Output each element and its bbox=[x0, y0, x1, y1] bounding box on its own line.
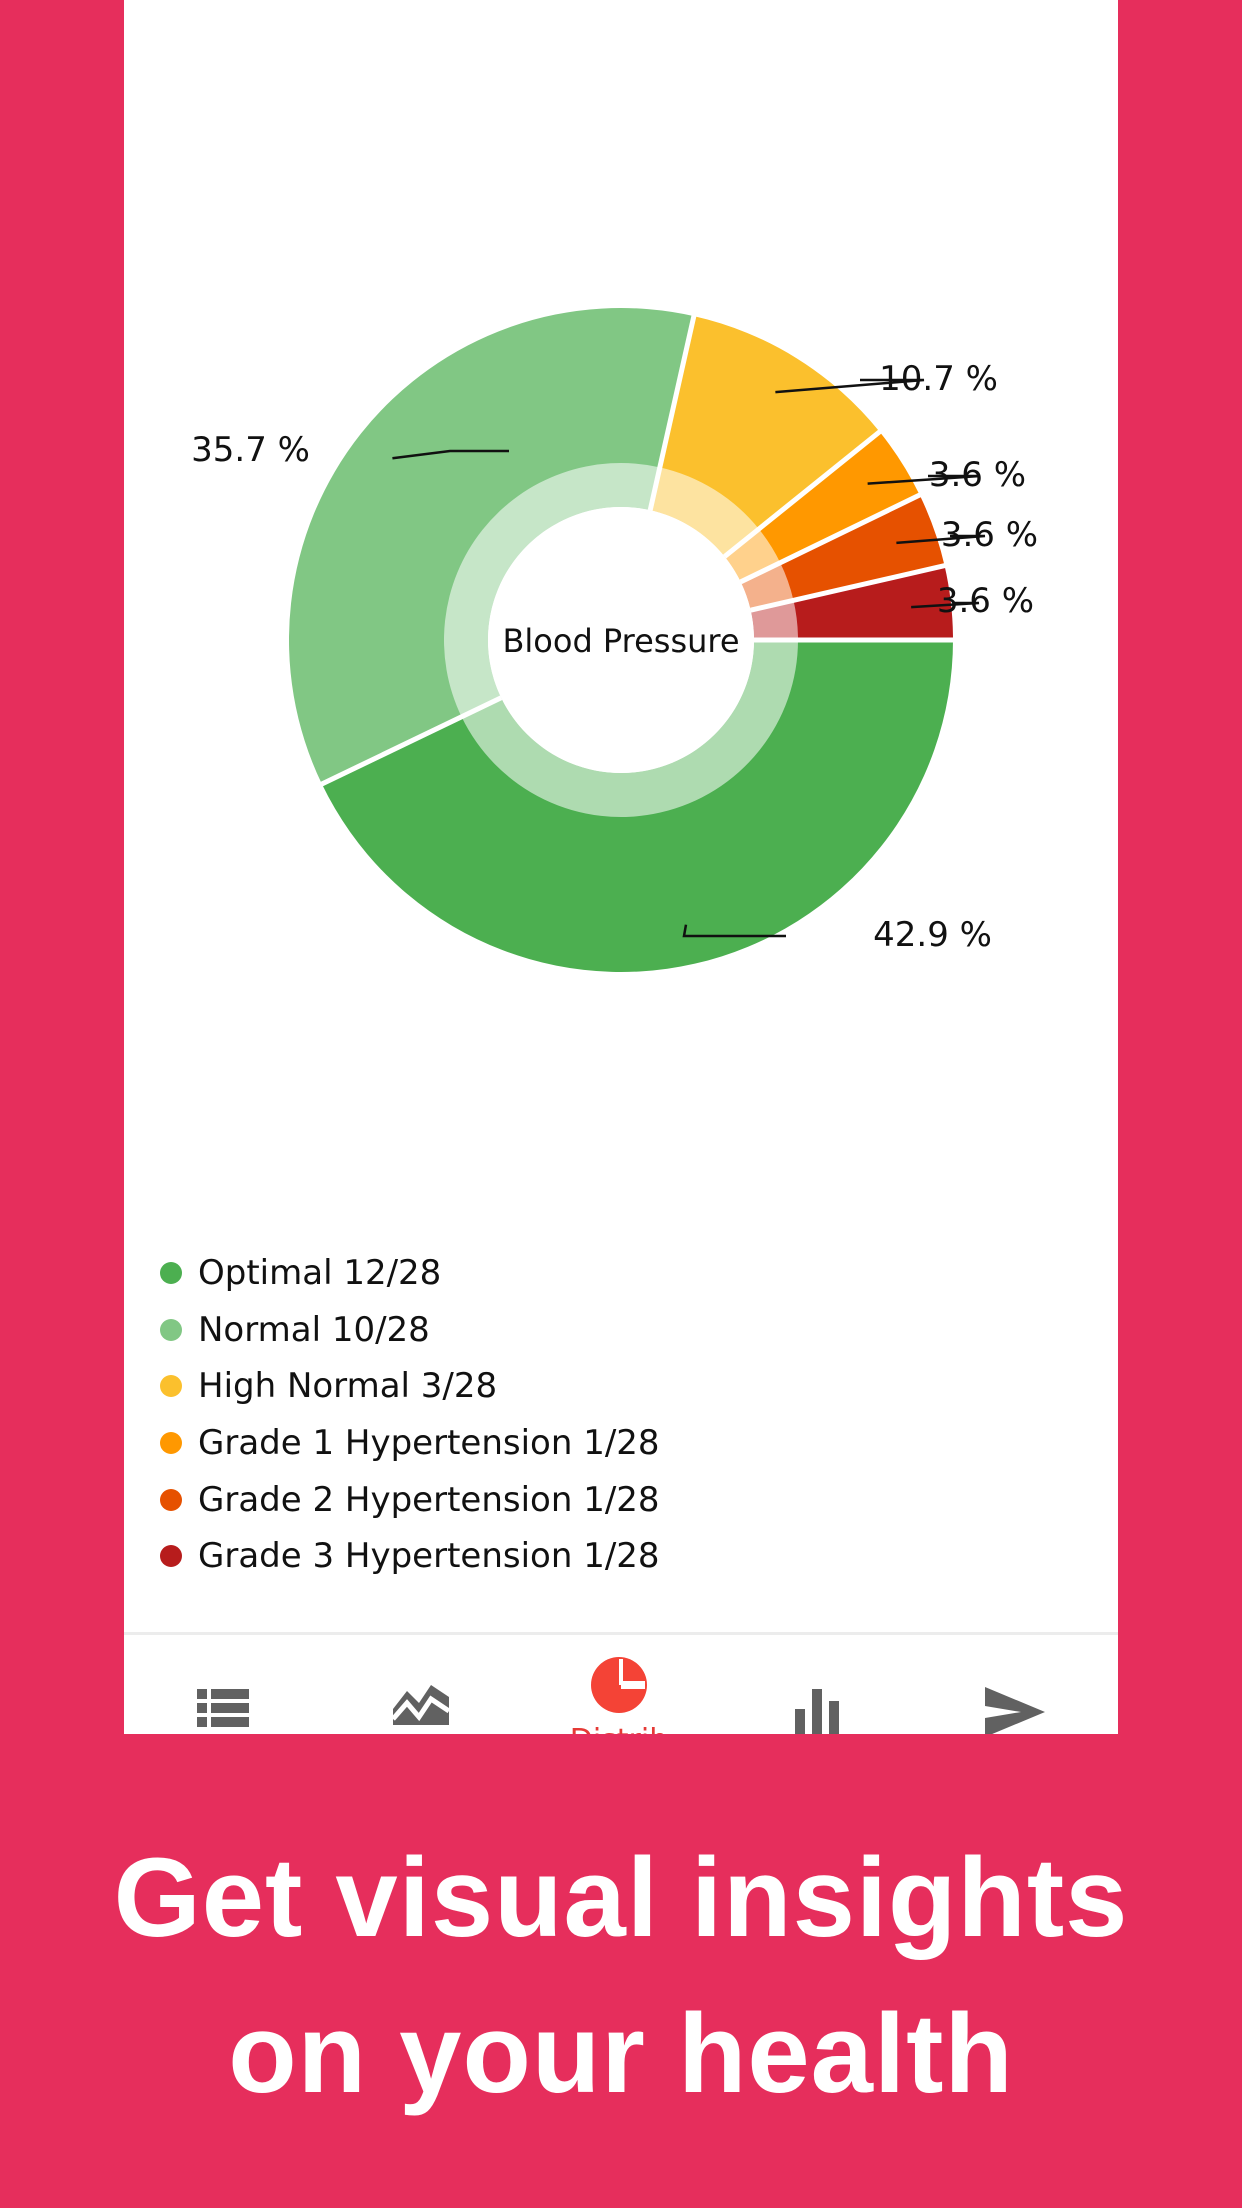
legend-label: Grade 1 Hypertension 1/28 bbox=[198, 1423, 660, 1464]
callout-leader-line bbox=[911, 601, 980, 609]
legend-item: Optimal 12/28 bbox=[160, 1245, 660, 1302]
promo-headline: Get visual insights on your health bbox=[0, 1820, 1242, 2132]
pie-slice-inner-ring bbox=[750, 600, 799, 640]
callout-leader-line bbox=[682, 924, 786, 938]
pie-slice-inner-ring bbox=[460, 640, 799, 819]
list-icon bbox=[197, 1689, 249, 1727]
send-icon bbox=[985, 1687, 1045, 1734]
pie-slice-inner-ring bbox=[650, 466, 760, 557]
pie-slice-optimal[interactable] bbox=[321, 640, 953, 972]
legend-color-dot bbox=[160, 1432, 182, 1455]
legend-item: Grade 1 Hypertension 1/28 bbox=[160, 1415, 660, 1472]
nav-tab-share[interactable] bbox=[916, 1635, 1114, 1734]
legend-item: Normal 10/28 bbox=[160, 1302, 660, 1359]
slice-percent-label: 3.6 % bbox=[929, 455, 1026, 495]
bottom-navigation: Distrib bbox=[124, 1632, 1118, 1734]
slice-percent-label: 35.7 % bbox=[191, 430, 310, 470]
slice-separator bbox=[647, 313, 697, 511]
slice-separator bbox=[318, 695, 503, 788]
pie-slice-grade-1-hypertension[interactable] bbox=[758, 431, 920, 563]
legend-label: Optimal 12/28 bbox=[198, 1253, 442, 1294]
slice-percent-label: 42.9 % bbox=[873, 915, 992, 955]
bar-chart-icon bbox=[795, 1689, 839, 1734]
nav-tab-distribution[interactable]: Distrib bbox=[520, 1635, 718, 1734]
callout-leader-line bbox=[867, 474, 981, 485]
pie-slice-normal[interactable] bbox=[289, 307, 694, 785]
legend-label: Grade 3 Hypertension 1/28 bbox=[198, 1536, 660, 1577]
line-chart-icon bbox=[393, 1685, 449, 1725]
legend-label: High Normal 3/28 bbox=[198, 1366, 498, 1407]
legend-item: High Normal 3/28 bbox=[160, 1358, 660, 1415]
legend-label: Normal 10/28 bbox=[198, 1309, 430, 1350]
callout-leader-line bbox=[775, 378, 925, 394]
pie-chart-icon bbox=[591, 1657, 647, 1713]
chart-legend: Optimal 12/28 Normal 10/28 High Normal 3/2… bbox=[160, 1245, 660, 1585]
slice-separator bbox=[739, 491, 923, 585]
callout-leader-line bbox=[896, 534, 986, 545]
callout-leader-line bbox=[392, 449, 509, 460]
pie-slice-grade-3-hypertension[interactable] bbox=[793, 565, 953, 640]
legend-color-dot bbox=[160, 1375, 182, 1398]
nav-tab-list[interactable] bbox=[124, 1635, 322, 1734]
promo-headline-line-2: on your health bbox=[228, 1991, 1014, 2116]
chart-center-title: Blood Pressure bbox=[502, 622, 739, 660]
blood-pressure-donut-chart: Blood Pressure 42.9 % 35.7 % 10.7 % 3.6 % 3.… bbox=[191, 307, 1038, 972]
nav-tab-statistics[interactable] bbox=[718, 1635, 916, 1734]
donut-hole bbox=[488, 507, 754, 773]
legend-color-dot bbox=[160, 1262, 182, 1285]
legend-color-dot bbox=[160, 1318, 182, 1341]
app-screen: Blood Pressure 42.9 % 35.7 % 10.7 % 3.6 % 3.… bbox=[124, 0, 1118, 1734]
legend-color-dot bbox=[160, 1545, 182, 1568]
legend-item: Grade 3 Hypertension 1/28 bbox=[160, 1528, 660, 1585]
slice-percent-label: 3.6 % bbox=[937, 581, 1034, 621]
legend-item: Grade 2 Hypertension 1/28 bbox=[160, 1471, 660, 1528]
legend-color-dot bbox=[160, 1488, 182, 1511]
nav-tab-trends[interactable] bbox=[322, 1635, 520, 1734]
promo-headline-line-1: Get visual insights bbox=[113, 1835, 1129, 1960]
nav-tab-distribution-label: Distrib bbox=[520, 1723, 718, 1734]
pie-slice-inner-ring bbox=[442, 462, 661, 718]
slice-separator bbox=[723, 428, 883, 559]
slice-percent-label: 3.6 % bbox=[941, 515, 1038, 555]
slice-percent-label: 10.7 % bbox=[879, 359, 998, 399]
slice-separator bbox=[750, 562, 948, 613]
pie-slice-inner-ring bbox=[740, 562, 795, 611]
legend-label: Grade 2 Hypertension 1/28 bbox=[198, 1479, 660, 1520]
